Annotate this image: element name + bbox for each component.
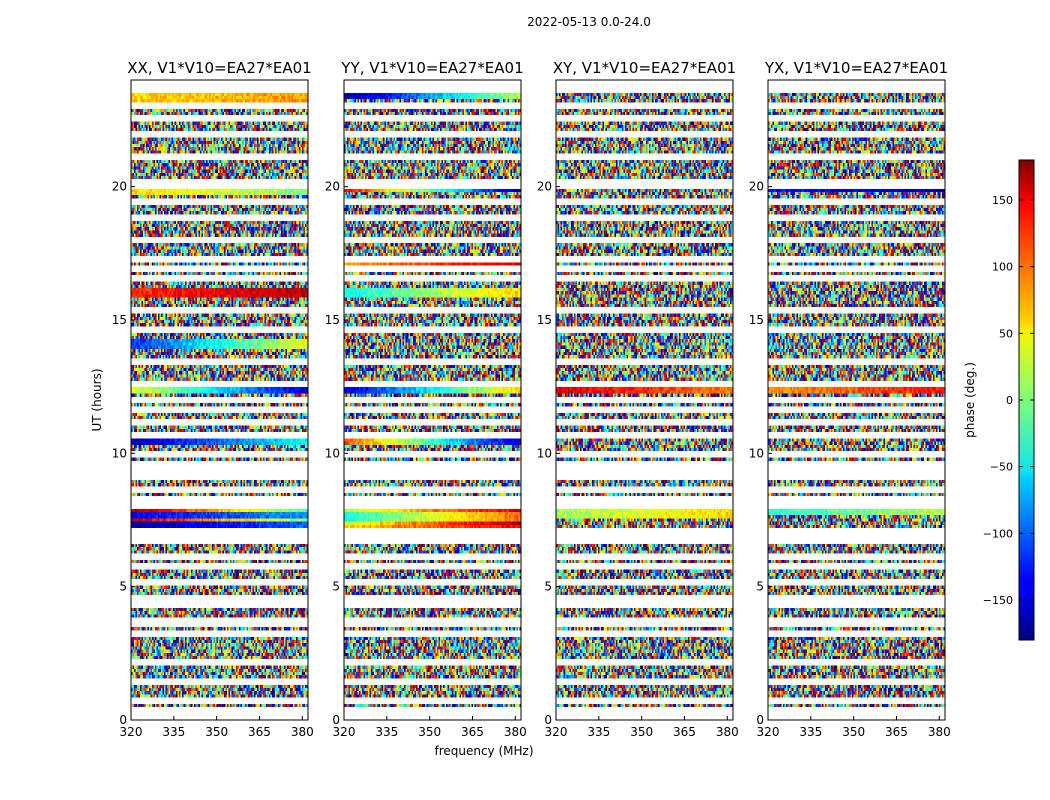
panel-title: XX, V1*V10=EA27*EA01 (127, 59, 311, 77)
x-tick-label: 350 (418, 725, 441, 739)
x-tick-label: 335 (162, 725, 185, 739)
x-tick-label: 365 (885, 725, 908, 739)
y-tick-label: 0 (119, 713, 127, 727)
panel-frame (767, 79, 946, 721)
phase-heatmap (556, 80, 733, 720)
colorbar-tick-label: −100 (983, 527, 1013, 540)
x-axis-label: frequency (MHz) (434, 744, 533, 758)
y-tick-label: 10 (112, 446, 127, 460)
y-axis-label: UT (hours) (90, 368, 104, 431)
x-tick-label: 335 (799, 725, 822, 739)
panels: XX, V1*V10=EA27*EA01 320 335 350 365 380 0 5 10 1… (112, 59, 951, 739)
x-tick-label: 335 (587, 725, 610, 739)
x-tick-label: 365 (248, 725, 271, 739)
colorbar-ticks: 150 100 50 0 −50 −100 −150 (983, 194, 1034, 607)
phase-heatmap (344, 80, 521, 720)
y-tick-label: 0 (332, 713, 340, 727)
panel-1: XX, V1*V10=EA27*EA01 320 335 350 365 380 0 5 10 1… (112, 59, 314, 739)
panel-title: XY, V1*V10=EA27*EA01 (553, 59, 736, 77)
x-tick-label: 365 (673, 725, 696, 739)
figure-suptitle: 2022-05-13 0.0-24.0 (527, 15, 651, 29)
y-tick-label: 10 (325, 446, 340, 460)
y-tick-label: 5 (756, 580, 764, 594)
phase-heatmap (768, 80, 945, 720)
x-tick-label: 320 (333, 725, 356, 739)
x-tick-label: 350 (842, 725, 865, 739)
panel-title: YX, V1*V10=EA27*EA01 (764, 59, 948, 77)
y-tick-label: 15 (325, 313, 340, 327)
y-tick-label: 20 (537, 180, 552, 194)
x-tick-label: 350 (630, 725, 653, 739)
y-tick-label: 0 (544, 713, 552, 727)
x-tick-label: 380 (291, 725, 314, 739)
panel-frame (555, 79, 734, 721)
y-tick-label: 20 (112, 180, 127, 194)
x-tick-label: 380 (928, 725, 951, 739)
x-tick-label: 320 (757, 725, 780, 739)
colorbar-tick-label: −150 (983, 594, 1013, 607)
y-tick-label: 5 (544, 580, 552, 594)
x-tick-label: 320 (120, 725, 143, 739)
colorbar-tick-label: 150 (992, 194, 1013, 207)
x-tick-label: 335 (375, 725, 398, 739)
x-tick-label: 380 (504, 725, 527, 739)
panel-4: YX, V1*V10=EA27*EA01 320 335 350 365 380 0 5 10 1… (749, 59, 951, 739)
x-tick-label: 365 (461, 725, 484, 739)
panel-3: XY, V1*V10=EA27*EA01 320 335 350 365 380 0 5 10 1… (537, 59, 739, 739)
x-tick-label: 320 (545, 725, 568, 739)
panel-2: YY, V1*V10=EA27*EA01 320 335 350 365 380 0 5 10 1… (325, 59, 527, 739)
y-tick-label: 0 (756, 713, 764, 727)
panel-frame (343, 79, 522, 721)
panel-frame (130, 79, 309, 721)
y-tick-label: 20 (325, 180, 340, 194)
y-tick-label: 5 (119, 580, 127, 594)
panel-title: YY, V1*V10=EA27*EA01 (340, 59, 523, 77)
x-tick-label: 380 (716, 725, 739, 739)
y-tick-label: 15 (112, 313, 127, 327)
y-tick-label: 5 (332, 580, 340, 594)
y-tick-label: 10 (537, 446, 552, 460)
colorbar-tick-label: 0 (1006, 394, 1013, 407)
y-tick-label: 15 (749, 313, 764, 327)
colorbar: 150 100 50 0 −50 −100 −150 phase (deg.) (963, 159, 1035, 641)
y-tick-label: 20 (749, 180, 764, 194)
colorbar-tick-label: 50 (999, 327, 1013, 340)
colorbar-tick-label: 100 (992, 261, 1013, 274)
colorbar-tick-label: −50 (990, 461, 1013, 474)
y-tick-label: 15 (537, 313, 552, 327)
x-tick-label: 350 (205, 725, 228, 739)
y-tick-label: 10 (749, 446, 764, 460)
colorbar-label: phase (deg.) (963, 362, 977, 438)
phase-heatmap (131, 80, 308, 720)
